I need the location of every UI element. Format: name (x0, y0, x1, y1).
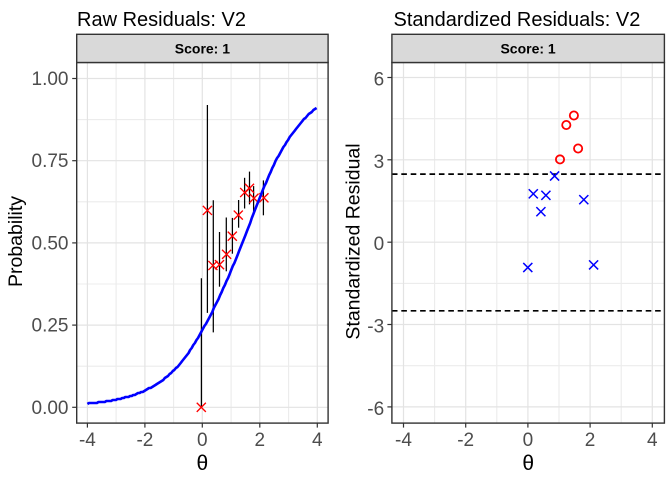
svg-text:0.00: 0.00 (32, 398, 69, 419)
svg-text:1.00: 1.00 (32, 69, 69, 90)
svg-text:3: 3 (374, 152, 385, 173)
svg-text:6: 6 (374, 70, 385, 91)
svg-text:-4: -4 (79, 430, 96, 451)
svg-text:-3: -3 (367, 317, 384, 338)
svg-text:Score: 1: Score: 1 (500, 41, 555, 57)
svg-text:Standardized Residual: Standardized Residual (343, 143, 365, 339)
svg-text:2: 2 (585, 430, 596, 451)
svg-text:0: 0 (523, 430, 534, 451)
svg-text:θ: θ (522, 452, 534, 475)
svg-text:4: 4 (647, 430, 658, 451)
svg-text:-6: -6 (367, 399, 384, 420)
svg-text:0.25: 0.25 (32, 316, 69, 337)
svg-text:-4: -4 (395, 430, 412, 451)
svg-text:Standardized Residuals: V2: Standardized Residuals: V2 (394, 9, 641, 31)
svg-text:0: 0 (197, 430, 208, 451)
svg-text:0.50: 0.50 (32, 233, 69, 254)
svg-text:2: 2 (255, 430, 266, 451)
svg-text:θ: θ (197, 452, 209, 475)
svg-text:-2: -2 (457, 430, 474, 451)
svg-text:Raw Residuals: V2: Raw Residuals: V2 (77, 9, 246, 31)
svg-text:Score: 1: Score: 1 (175, 41, 230, 57)
svg-text:Probability: Probability (5, 196, 27, 287)
svg-text:0.75: 0.75 (32, 151, 69, 172)
svg-text:4: 4 (312, 430, 323, 451)
svg-text:-2: -2 (136, 430, 153, 451)
svg-text:0: 0 (374, 234, 385, 255)
